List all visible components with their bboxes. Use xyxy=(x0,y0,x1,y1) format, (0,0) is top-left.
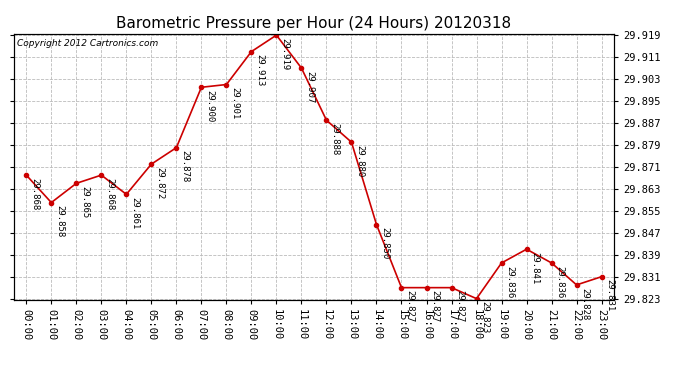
Text: 29.823: 29.823 xyxy=(481,302,490,334)
Text: 29.878: 29.878 xyxy=(181,150,190,183)
Text: 29.901: 29.901 xyxy=(230,87,239,120)
Text: 29.907: 29.907 xyxy=(306,71,315,103)
Text: Copyright 2012 Cartronics.com: Copyright 2012 Cartronics.com xyxy=(17,39,158,48)
Text: 29.888: 29.888 xyxy=(331,123,339,155)
Text: 29.836: 29.836 xyxy=(506,266,515,298)
Text: 29.868: 29.868 xyxy=(30,178,39,210)
Text: 29.880: 29.880 xyxy=(355,145,364,177)
Title: Barometric Pressure per Hour (24 Hours) 20120318: Barometric Pressure per Hour (24 Hours) … xyxy=(117,16,511,31)
Text: 29.836: 29.836 xyxy=(555,266,564,298)
Text: 29.865: 29.865 xyxy=(81,186,90,218)
Text: 29.868: 29.868 xyxy=(106,178,115,210)
Text: 29.841: 29.841 xyxy=(531,252,540,284)
Text: 29.858: 29.858 xyxy=(55,206,64,238)
Text: 29.919: 29.919 xyxy=(281,38,290,70)
Text: 29.827: 29.827 xyxy=(431,290,440,322)
Text: 29.913: 29.913 xyxy=(255,54,264,87)
Text: 29.850: 29.850 xyxy=(381,227,390,260)
Text: 29.831: 29.831 xyxy=(606,279,615,312)
Text: 29.872: 29.872 xyxy=(155,167,164,199)
Text: 29.828: 29.828 xyxy=(581,288,590,320)
Text: 29.900: 29.900 xyxy=(206,90,215,122)
Text: 29.827: 29.827 xyxy=(455,290,464,322)
Text: 29.861: 29.861 xyxy=(130,197,139,230)
Text: 29.827: 29.827 xyxy=(406,290,415,322)
